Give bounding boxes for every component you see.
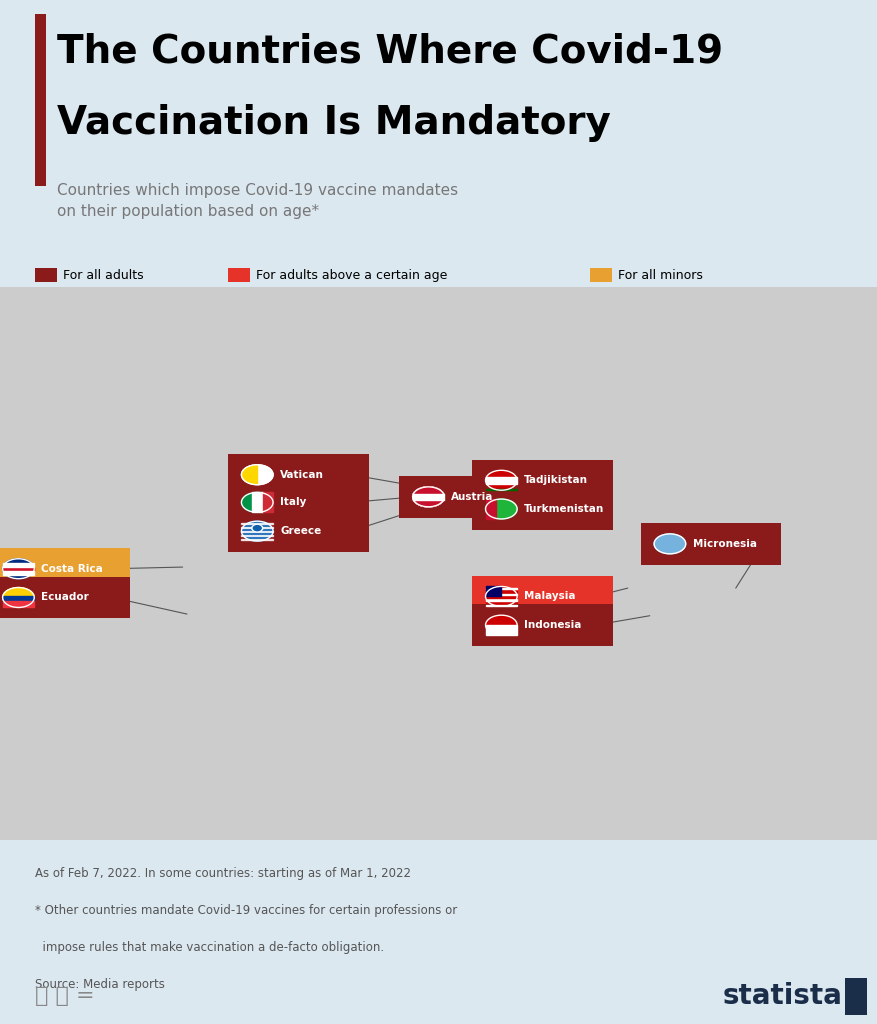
Text: As of Feb 7, 2022. In some countries: starting as of Mar 1, 2022: As of Feb 7, 2022. In some countries: st…	[35, 867, 410, 881]
Bar	[35, 268, 57, 283]
Text: Italy: Italy	[280, 498, 306, 507]
FancyBboxPatch shape	[472, 460, 612, 501]
Text: impose rules that make vaccination a de-facto obligation.: impose rules that make vaccination a de-…	[35, 941, 384, 954]
Polygon shape	[3, 563, 34, 566]
Circle shape	[485, 499, 517, 519]
Polygon shape	[485, 477, 517, 483]
Polygon shape	[241, 465, 257, 484]
Circle shape	[253, 525, 261, 530]
Circle shape	[412, 486, 444, 507]
Text: * Other countries mandate Covid-19 vaccines for certain professions or: * Other countries mandate Covid-19 vacci…	[35, 904, 457, 918]
FancyBboxPatch shape	[399, 476, 539, 517]
Text: For all minors: For all minors	[617, 268, 702, 282]
Circle shape	[485, 615, 517, 635]
Text: Countries which impose Covid-19 vaccine mandates
on their population based on ag: Countries which impose Covid-19 vaccine …	[57, 182, 458, 219]
Bar	[589, 268, 611, 283]
FancyBboxPatch shape	[0, 548, 130, 590]
FancyBboxPatch shape	[472, 575, 612, 617]
FancyBboxPatch shape	[472, 604, 612, 646]
FancyBboxPatch shape	[228, 510, 368, 552]
Text: Ⓒ ⓘ =: Ⓒ ⓘ =	[35, 986, 95, 1007]
Text: Micronesia: Micronesia	[692, 539, 756, 549]
FancyBboxPatch shape	[228, 454, 368, 496]
Polygon shape	[3, 570, 34, 574]
Bar	[844, 978, 866, 1015]
FancyBboxPatch shape	[0, 577, 130, 618]
Text: Vaccination Is Mandatory: Vaccination Is Mandatory	[57, 104, 610, 142]
Text: Indonesia: Indonesia	[524, 621, 581, 630]
Polygon shape	[485, 599, 517, 601]
Polygon shape	[262, 493, 273, 512]
Text: Source: Media reports: Source: Media reports	[35, 978, 165, 991]
Bar	[35, 14, 46, 186]
Circle shape	[485, 470, 517, 490]
Circle shape	[241, 493, 273, 512]
FancyBboxPatch shape	[228, 481, 368, 523]
FancyBboxPatch shape	[472, 488, 612, 529]
Circle shape	[3, 559, 34, 579]
Circle shape	[3, 588, 34, 607]
Polygon shape	[485, 588, 517, 589]
Text: Costa Rica: Costa Rica	[41, 564, 103, 573]
Circle shape	[485, 587, 517, 606]
Polygon shape	[252, 493, 262, 512]
Polygon shape	[485, 605, 517, 606]
Circle shape	[252, 524, 262, 531]
Polygon shape	[485, 594, 517, 595]
Text: For adults above a certain age: For adults above a certain age	[256, 268, 447, 282]
Text: statista: statista	[722, 982, 842, 1011]
Text: Tadjikistan: Tadjikistan	[524, 475, 588, 485]
Text: Vatican: Vatican	[280, 470, 324, 479]
Text: The Countries Where Covid-19: The Countries Where Covid-19	[57, 33, 723, 71]
Polygon shape	[485, 499, 496, 519]
Text: Greece: Greece	[280, 526, 321, 537]
Polygon shape	[3, 596, 34, 601]
Text: Malaysia: Malaysia	[524, 592, 575, 601]
Circle shape	[241, 521, 273, 541]
Circle shape	[412, 486, 444, 507]
Text: For all adults: For all adults	[63, 268, 144, 282]
Polygon shape	[485, 587, 501, 596]
Circle shape	[653, 534, 685, 554]
Text: Austria: Austria	[451, 492, 493, 502]
Circle shape	[412, 486, 444, 507]
Polygon shape	[3, 566, 34, 570]
Polygon shape	[485, 489, 517, 490]
Polygon shape	[485, 591, 517, 592]
Circle shape	[412, 486, 444, 507]
Polygon shape	[3, 601, 34, 607]
Polygon shape	[485, 625, 517, 635]
Polygon shape	[485, 596, 517, 598]
Bar	[228, 268, 250, 283]
Circle shape	[241, 465, 273, 484]
Text: Turkmenistan: Turkmenistan	[524, 504, 603, 514]
Polygon shape	[485, 602, 517, 603]
FancyBboxPatch shape	[640, 523, 781, 564]
Text: Ecuador: Ecuador	[41, 593, 89, 602]
